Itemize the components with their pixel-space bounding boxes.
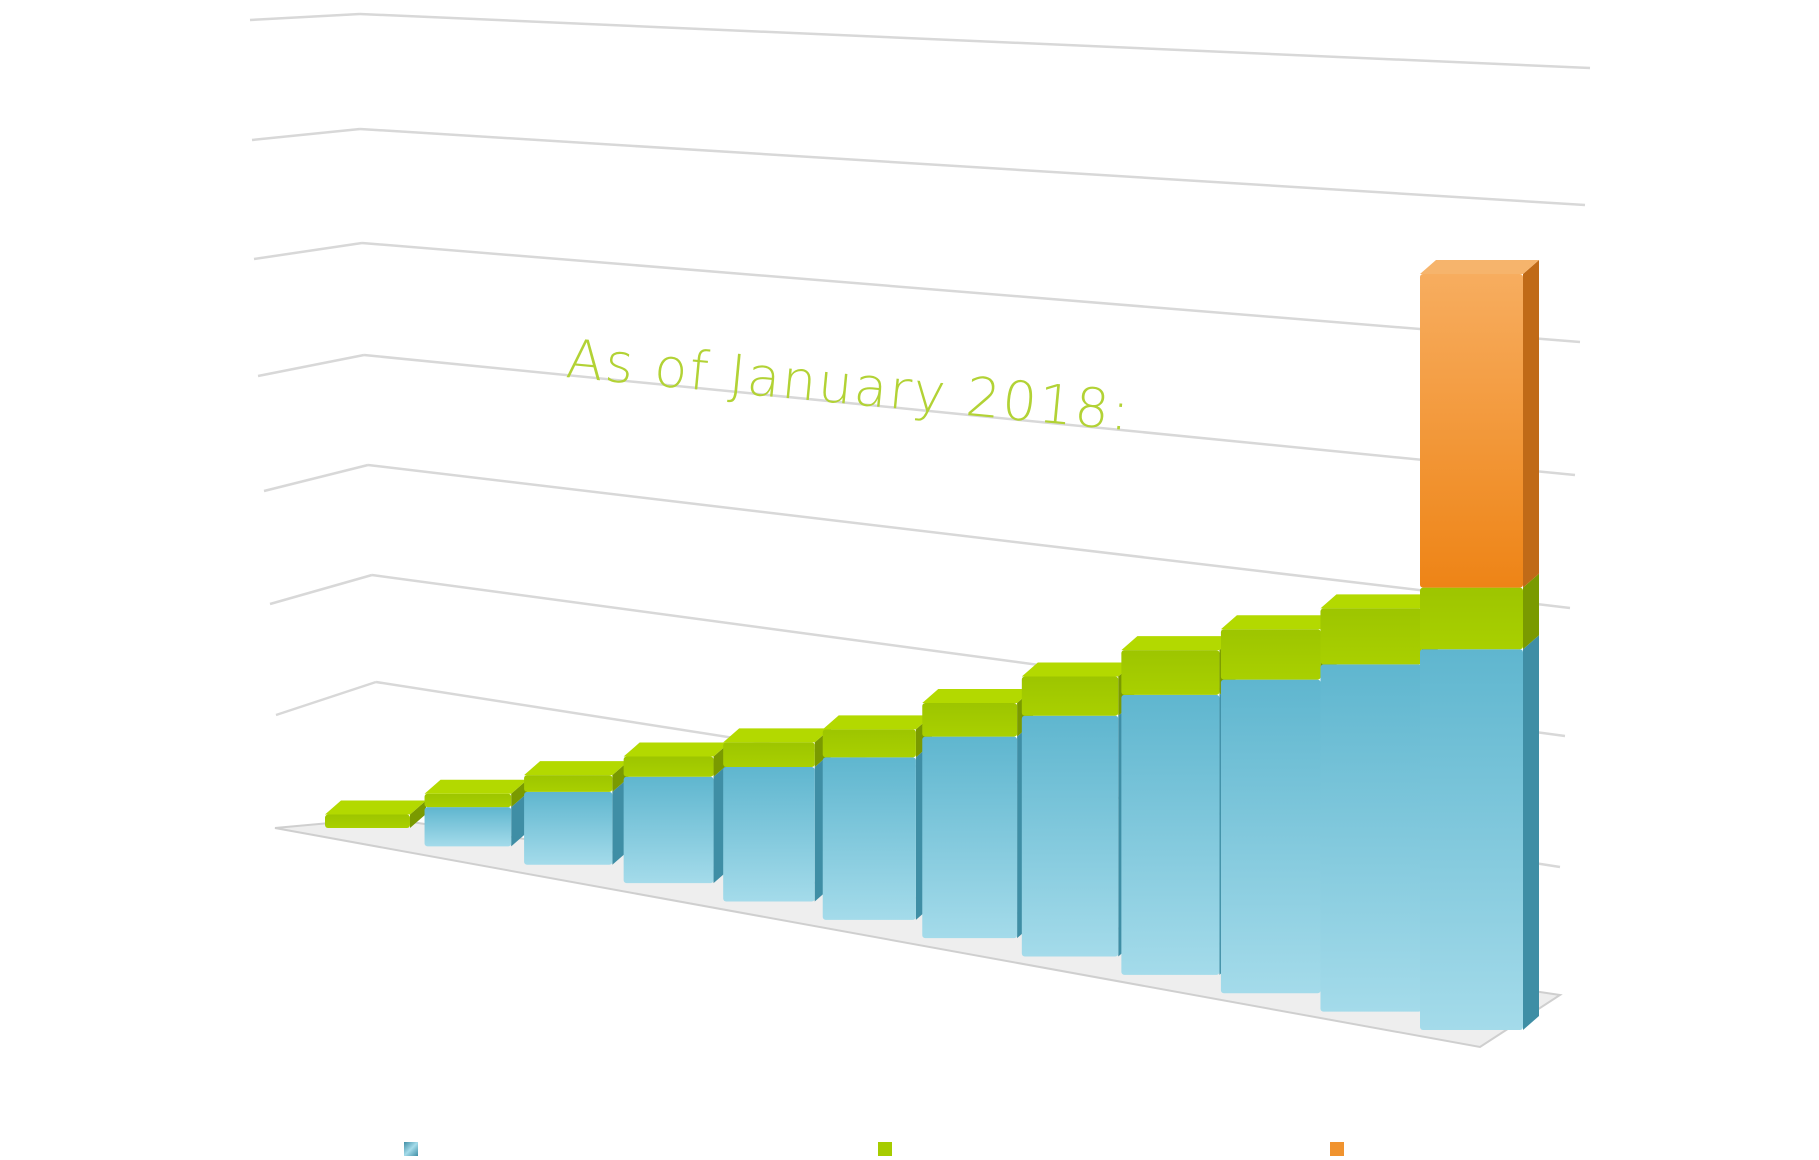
bar-segment bbox=[424, 779, 528, 808]
bar bbox=[723, 742, 815, 768]
gridline bbox=[367, 463, 1571, 610]
bar-side bbox=[1523, 260, 1539, 588]
bar bbox=[723, 767, 815, 902]
legend-swatch bbox=[404, 1142, 418, 1156]
bar-top bbox=[723, 728, 831, 743]
bar-segment bbox=[623, 762, 730, 884]
gridline-left bbox=[249, 12, 361, 22]
bar bbox=[623, 756, 714, 777]
bar bbox=[1420, 649, 1523, 1030]
bar-segment bbox=[723, 753, 831, 902]
bar bbox=[922, 736, 1018, 939]
bar bbox=[1220, 679, 1321, 994]
gridline bbox=[359, 12, 1591, 70]
gridline-left bbox=[275, 680, 377, 717]
bar-top bbox=[1121, 636, 1236, 651]
bar bbox=[524, 775, 613, 792]
gridline-left bbox=[251, 127, 361, 142]
gridline-left bbox=[263, 463, 369, 493]
bar bbox=[1320, 608, 1422, 665]
bar-top bbox=[524, 761, 629, 776]
bar bbox=[623, 776, 714, 884]
bar-top bbox=[325, 800, 426, 815]
bar bbox=[1121, 694, 1220, 975]
bar bbox=[1021, 715, 1119, 957]
bar-segment bbox=[1420, 260, 1539, 588]
legend-swatch bbox=[878, 1142, 892, 1156]
gridline bbox=[359, 127, 1586, 207]
gridline bbox=[361, 241, 1581, 344]
bar-segment bbox=[922, 722, 1034, 939]
bar-segment bbox=[325, 800, 426, 828]
bar-segment bbox=[1220, 665, 1337, 994]
bar-top bbox=[922, 688, 1034, 703]
bar bbox=[1220, 629, 1321, 680]
bar bbox=[1320, 664, 1422, 1012]
bar-top bbox=[1021, 662, 1135, 677]
chart-title: As of January 2018: bbox=[564, 327, 1134, 443]
bar-top bbox=[822, 715, 932, 730]
bar-side bbox=[1523, 573, 1539, 650]
bar-top bbox=[623, 742, 730, 757]
gridline-left bbox=[269, 573, 373, 606]
bar bbox=[424, 807, 512, 847]
legend bbox=[404, 1142, 1344, 1156]
bar-side bbox=[410, 800, 426, 828]
bar bbox=[1121, 650, 1220, 695]
bar-top bbox=[1220, 615, 1337, 630]
bar bbox=[524, 791, 613, 865]
bar bbox=[424, 793, 512, 808]
bar-segment bbox=[1121, 680, 1236, 975]
bar bbox=[922, 702, 1018, 737]
bar-top bbox=[1320, 594, 1438, 609]
bar bbox=[325, 814, 410, 828]
bar bbox=[822, 729, 916, 758]
bar-segment bbox=[1420, 573, 1539, 650]
bar-segment bbox=[1420, 635, 1539, 1030]
bars bbox=[325, 260, 1539, 1030]
gridline-left bbox=[257, 353, 365, 378]
bar-side bbox=[511, 793, 528, 847]
bar bbox=[1420, 274, 1523, 588]
gridline bbox=[363, 353, 1576, 477]
bar-segment bbox=[822, 743, 932, 920]
bar-side bbox=[511, 779, 528, 808]
gridline-left bbox=[253, 241, 363, 261]
legend-swatch bbox=[1330, 1142, 1344, 1156]
bar-segment bbox=[1021, 701, 1135, 957]
bar bbox=[1021, 676, 1119, 716]
bar-top bbox=[424, 779, 528, 794]
bar-side bbox=[1523, 635, 1539, 1030]
bar bbox=[1420, 587, 1523, 650]
bar-top bbox=[1420, 260, 1539, 274]
bar bbox=[822, 757, 916, 920]
bar-segment bbox=[424, 793, 528, 847]
